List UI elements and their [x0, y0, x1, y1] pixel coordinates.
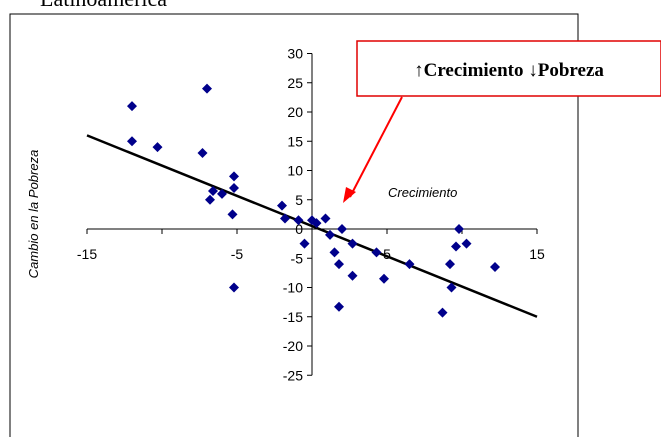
data-point: [293, 215, 304, 226]
data-point: [227, 209, 238, 220]
data-point: [371, 247, 382, 258]
data-point: [127, 101, 137, 112]
y-tick-label: 25: [287, 75, 303, 91]
y-tick-label: -25: [283, 367, 303, 383]
data-point: [337, 224, 347, 234]
x-axis: -15 -5 5 15: [77, 228, 545, 262]
x-tick-label: -15: [77, 246, 97, 262]
chart-area-border: [9, 13, 579, 437]
data-point: [280, 213, 290, 224]
data-point: [446, 282, 457, 293]
data-point: [445, 259, 455, 270]
y-tick-label: 10: [287, 163, 303, 179]
data-point: [205, 194, 215, 205]
data-point: [197, 147, 208, 158]
y-tick-label: 20: [287, 104, 303, 120]
data-point: [347, 238, 358, 249]
data-point: [490, 262, 500, 273]
y-axis-label: Cambio en la Pobreza: [26, 150, 41, 279]
y-tick-label: -20: [283, 338, 303, 354]
data-point: [127, 136, 137, 147]
data-point: [404, 259, 415, 270]
data-point: [229, 282, 239, 293]
callout-text: ↑Crecimiento ↓Pobreza: [414, 60, 604, 81]
data-point: [208, 185, 218, 196]
callout-box: [356, 40, 661, 97]
data-point: [334, 259, 344, 270]
data-point: [320, 213, 331, 224]
data-point: [347, 270, 358, 281]
top-text: Latinoamérica: [40, 0, 167, 12]
data-point: [229, 171, 239, 182]
data-point: [325, 229, 335, 240]
data-point: [329, 247, 340, 258]
data-point: [379, 273, 389, 284]
y-tick-label: 15: [287, 133, 303, 149]
x-tick-label: 15: [529, 246, 545, 262]
data-point: [152, 142, 163, 153]
trendline: [86, 134, 538, 318]
callout-arrowhead: [343, 187, 356, 203]
data-point: [334, 301, 344, 312]
x-axis-label: Crecimiento: [388, 185, 457, 200]
x-tick-label: -5: [231, 246, 244, 262]
x-tick-label: 5: [383, 246, 391, 262]
y-tick-label: -5: [291, 250, 304, 266]
data-point: [299, 238, 310, 249]
y-tick-label: -15: [283, 309, 303, 325]
data-point: [217, 188, 227, 199]
data-point: [202, 83, 212, 94]
data-point: [451, 241, 461, 252]
data-point: [229, 183, 239, 194]
callout-arrow: [349, 96, 403, 198]
y-tick-label: 5: [295, 192, 303, 208]
data-point: [437, 307, 448, 318]
y-tick-label: -10: [283, 280, 303, 296]
y-tick-label: 30: [287, 46, 303, 62]
data-points: [127, 83, 500, 318]
data-point: [277, 200, 287, 211]
data-point: [454, 224, 464, 234]
data-point: [311, 218, 322, 229]
data-point: [461, 238, 472, 249]
